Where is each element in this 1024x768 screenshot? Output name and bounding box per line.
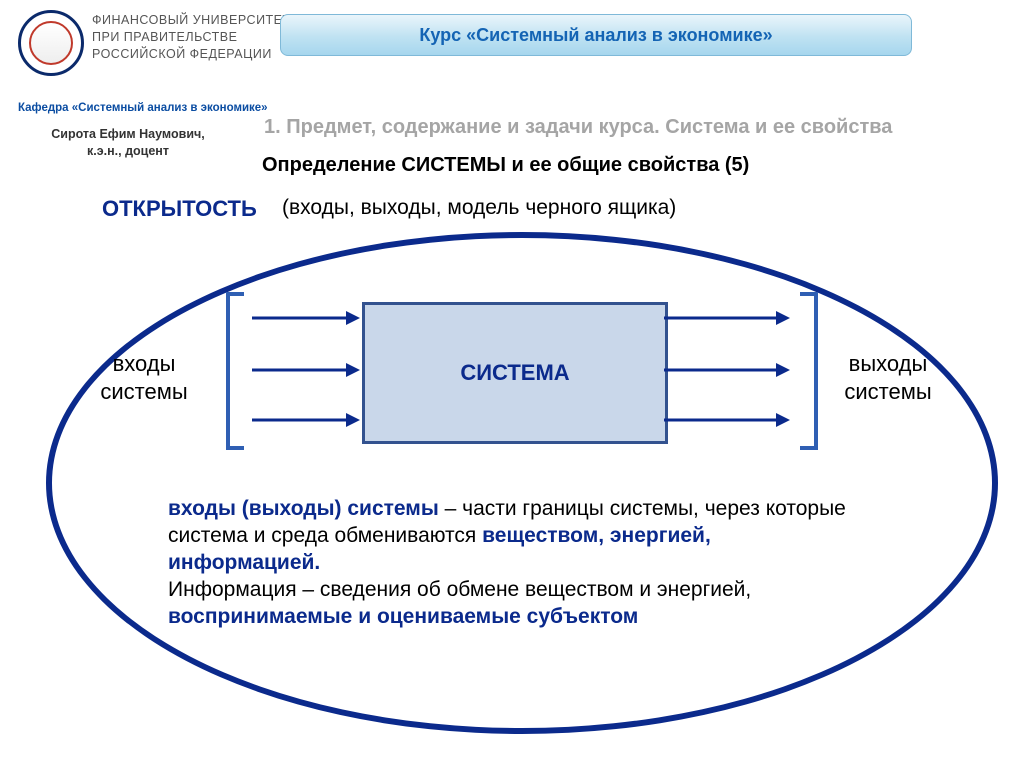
arrows-svg (0, 0, 1024, 768)
def-p2-bold: воспринимаемые и оцениваемые субъектом (168, 605, 638, 628)
definition-paragraph: входы (выходы) системы – части границы с… (168, 496, 868, 630)
def-bold1: входы (выходы) системы (168, 497, 439, 520)
slide: ФИНАНСОВЫЙ УНИВЕРСИТЕТ ПРИ ПРАВИТЕЛЬСТВЕ… (0, 0, 1024, 768)
def-p2-rest: об обмене веществом и энергией, (411, 578, 751, 601)
def-p2-start: Информация – сведения (168, 578, 411, 601)
